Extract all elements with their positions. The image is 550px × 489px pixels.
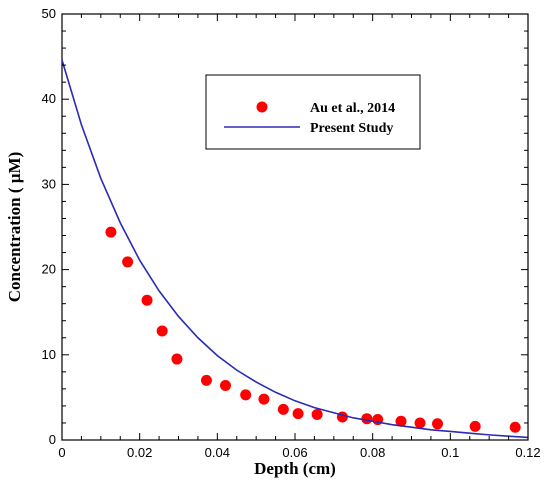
series-line-present-study xyxy=(61,59,529,439)
x-tick-label: 0.02 xyxy=(127,445,152,460)
data-point xyxy=(240,389,252,401)
legend-box xyxy=(205,74,421,150)
x-tick-label: 0.08 xyxy=(360,445,385,460)
y-tick-label: 30 xyxy=(42,176,56,191)
ticks-layer: 0 0.02 0.04 0.06 0.08 0.1 0.12 0 10 20 30 40 50 xyxy=(42,6,541,460)
y-tick-label: 20 xyxy=(42,262,56,277)
data-point xyxy=(105,226,117,238)
data-point xyxy=(122,256,134,268)
data-point xyxy=(219,379,231,391)
y-tick-label: 50 xyxy=(42,6,56,21)
data-point xyxy=(171,353,183,365)
data-point xyxy=(469,420,481,432)
x-tick-label: 0 xyxy=(58,445,65,460)
x-tick-label: 0.1 xyxy=(441,445,459,460)
data-point xyxy=(200,374,212,386)
data-point xyxy=(277,403,289,415)
y-tick-label: 40 xyxy=(42,91,56,106)
x-axis-title: Depth (cm) xyxy=(254,459,336,478)
data-point xyxy=(258,393,270,405)
legend-label-line: Present Study xyxy=(310,121,393,136)
y-tick-label: 0 xyxy=(49,432,56,447)
data-point xyxy=(432,418,444,430)
data-point xyxy=(292,408,304,420)
y-tick-label: 10 xyxy=(42,347,56,362)
y-axis-title: Concentration ( µM) xyxy=(5,152,24,303)
data-point xyxy=(156,325,168,337)
series-layer xyxy=(61,59,529,439)
data-point xyxy=(395,415,407,427)
data-point xyxy=(361,413,373,425)
data-point xyxy=(509,421,521,433)
legend-label-scatter: Au et al., 2014 xyxy=(310,101,395,116)
data-point xyxy=(141,294,153,306)
data-point xyxy=(311,408,323,420)
data-point xyxy=(336,411,348,423)
legend: Au et al., 2014 Present Study xyxy=(205,74,421,150)
x-tick-label: 0.12 xyxy=(515,445,540,460)
x-tick-label: 0.06 xyxy=(282,445,307,460)
x-tick-label: 0.04 xyxy=(205,445,230,460)
legend-marker-scatter xyxy=(256,101,268,113)
data-point xyxy=(414,417,426,429)
